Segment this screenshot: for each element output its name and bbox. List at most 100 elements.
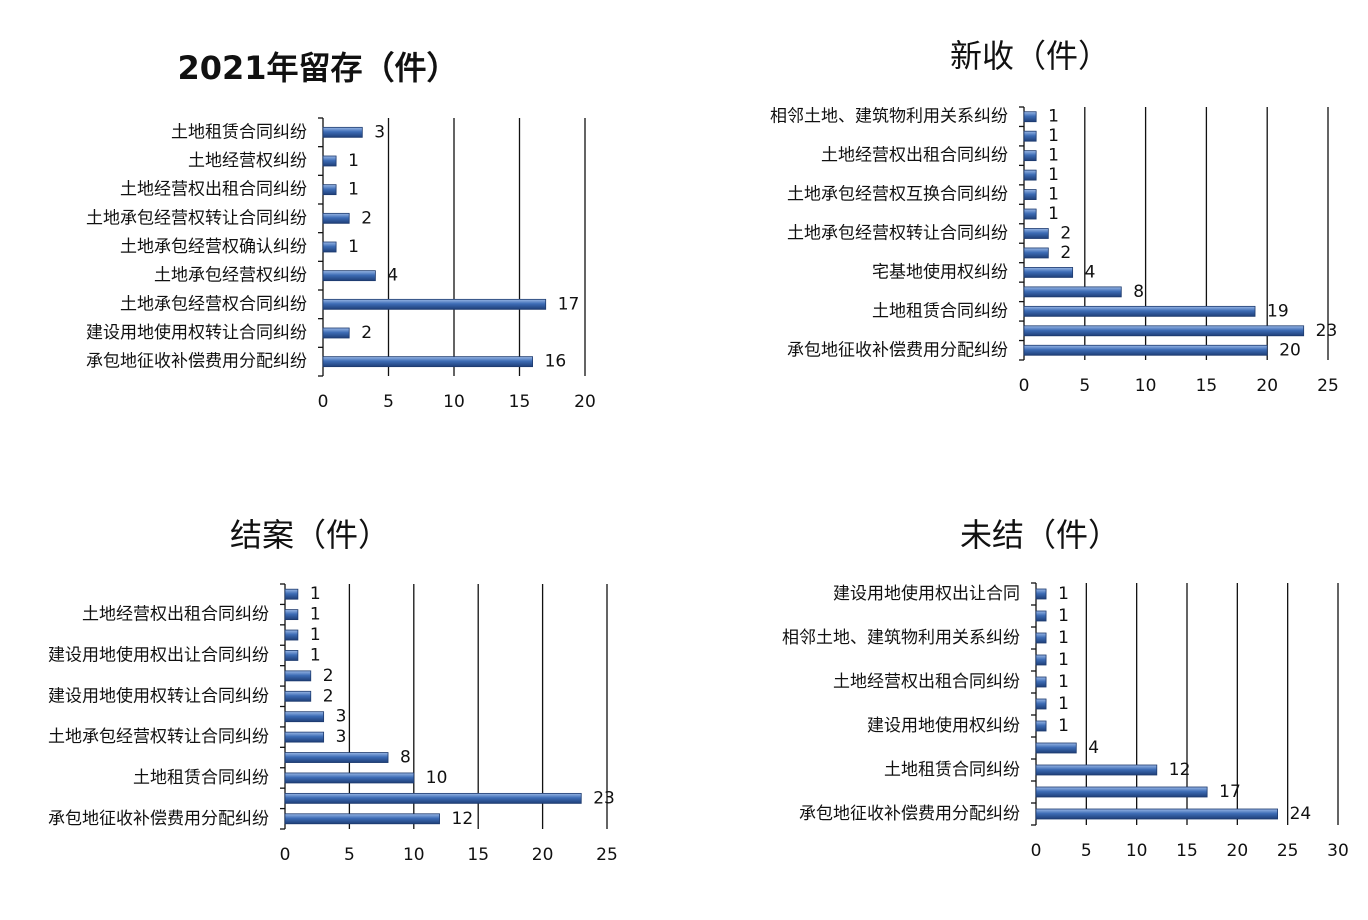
x-tick-label: 15	[467, 845, 489, 865]
value-label: 1	[1048, 107, 1059, 127]
y-tick-label: 土地租赁合同纠纷	[133, 768, 269, 788]
x-tick-label: 25	[1317, 376, 1339, 396]
bar	[322, 184, 337, 196]
bar	[284, 711, 325, 723]
value-label: 17	[1219, 782, 1241, 802]
x-tick-label: 0	[318, 392, 329, 412]
value-label: 19	[1267, 301, 1289, 321]
bar	[322, 212, 350, 224]
y-tick-label: 土地承包经营权转让合同纠纷	[48, 727, 269, 747]
bar	[1035, 786, 1208, 798]
value-label: 23	[593, 788, 615, 808]
x-tick-label: 15	[1196, 376, 1218, 396]
y-tick-label: 土地承包经营权纠纷	[154, 266, 307, 286]
x-tick-label: 30	[1327, 841, 1349, 861]
x-tick-label: 20	[1227, 841, 1249, 861]
chart-title: 结案（件）	[230, 516, 390, 554]
bar	[1035, 720, 1047, 732]
value-label: 1	[1048, 126, 1059, 146]
value-label: 24	[1290, 804, 1312, 824]
chart-title: 未结（件）	[960, 516, 1120, 554]
bar	[1023, 150, 1037, 162]
value-label: 3	[374, 122, 385, 142]
x-tick-label: 0	[1019, 376, 1030, 396]
y-tick-label: 土地承包经营权确认纠纷	[120, 237, 307, 257]
value-label: 3	[336, 707, 347, 727]
x-tick-label: 25	[1277, 841, 1299, 861]
y-tick-label: 土地承包经营权合同纠纷	[120, 294, 307, 314]
bar	[1035, 654, 1047, 666]
value-label: 2	[361, 323, 372, 343]
x-tick-label: 20	[1256, 376, 1278, 396]
x-tick-label: 5	[1081, 841, 1092, 861]
x-tick-label: 10	[1135, 376, 1157, 396]
value-label: 8	[1133, 282, 1144, 302]
bar	[284, 650, 299, 661]
bar	[284, 731, 325, 743]
bar	[322, 126, 363, 138]
value-label: 20	[1279, 340, 1301, 360]
value-label: 12	[1169, 760, 1191, 780]
bar	[1023, 111, 1037, 123]
bar	[1023, 344, 1268, 356]
value-label: 1	[348, 180, 359, 200]
bar	[1035, 676, 1047, 688]
y-tick-label: 土地经营权出租合同纠纷	[120, 180, 307, 200]
value-label: 1	[1048, 185, 1059, 205]
value-label: 1	[1058, 672, 1069, 692]
x-tick-label: 0	[280, 845, 291, 865]
value-label: 3	[336, 727, 347, 747]
x-tick-label: 20	[574, 392, 596, 412]
y-tick-label: 承包地征收补偿费用分配纠纷	[86, 352, 307, 372]
y-tick-label: 相邻土地、建筑物利用关系纠纷	[782, 628, 1020, 648]
x-tick-label: 5	[344, 845, 355, 865]
bar	[322, 241, 337, 253]
value-label: 8	[400, 748, 411, 768]
bar	[1035, 808, 1279, 820]
bar	[1023, 228, 1049, 239]
bar	[284, 609, 299, 621]
bar	[1035, 764, 1158, 776]
bar	[1035, 632, 1047, 644]
y-tick-label: 土地经营权出租合同纠纷	[82, 605, 269, 625]
y-tick-label: 建设用地使用权转让合同纠纷	[86, 322, 307, 343]
y-tick-label: 土地经营权纠纷	[188, 151, 307, 171]
value-label: 17	[558, 294, 580, 314]
x-tick-label: 10	[1126, 841, 1148, 861]
bar	[284, 792, 582, 804]
y-tick-label: 承包地征收补偿费用分配纠纷	[799, 804, 1020, 824]
x-tick-label: 15	[509, 392, 531, 412]
bar	[322, 327, 350, 339]
bar	[1035, 742, 1077, 754]
x-tick-label: 0	[1031, 841, 1042, 861]
value-label: 1	[348, 151, 359, 171]
bar	[284, 629, 299, 641]
value-label: 2	[1060, 224, 1071, 244]
value-label: 2	[361, 208, 372, 228]
y-tick-label: 土地租赁合同纠纷	[171, 122, 307, 142]
value-label: 4	[1088, 738, 1099, 758]
value-label: 1	[1058, 716, 1069, 736]
value-label: 1	[348, 237, 359, 257]
x-tick-label: 10	[443, 392, 465, 412]
bar	[284, 752, 389, 763]
x-tick-label: 5	[383, 392, 394, 412]
bar	[1035, 588, 1047, 600]
bar	[1023, 208, 1037, 220]
bar	[322, 270, 376, 282]
value-label: 1	[1058, 650, 1069, 670]
y-tick-label: 相邻土地、建筑物利用关系纠纷	[770, 107, 1008, 127]
y-tick-label: 土地经营权出租合同纠纷	[821, 146, 1008, 166]
y-tick-label: 土地租赁合同纠纷	[872, 301, 1008, 321]
value-label: 2	[323, 666, 334, 686]
value-label: 4	[1085, 262, 1096, 282]
bar	[1023, 286, 1122, 298]
chart-title: 新收（件）	[950, 37, 1110, 75]
y-tick-label: 建设用地使用权出让合同纠纷	[48, 644, 269, 665]
bar	[322, 356, 534, 368]
bar	[1023, 189, 1037, 200]
y-tick-label: 建设用地使用权出让合同	[833, 583, 1020, 604]
bar	[322, 155, 337, 167]
value-label: 4	[387, 266, 398, 286]
value-label: 1	[1058, 584, 1069, 604]
